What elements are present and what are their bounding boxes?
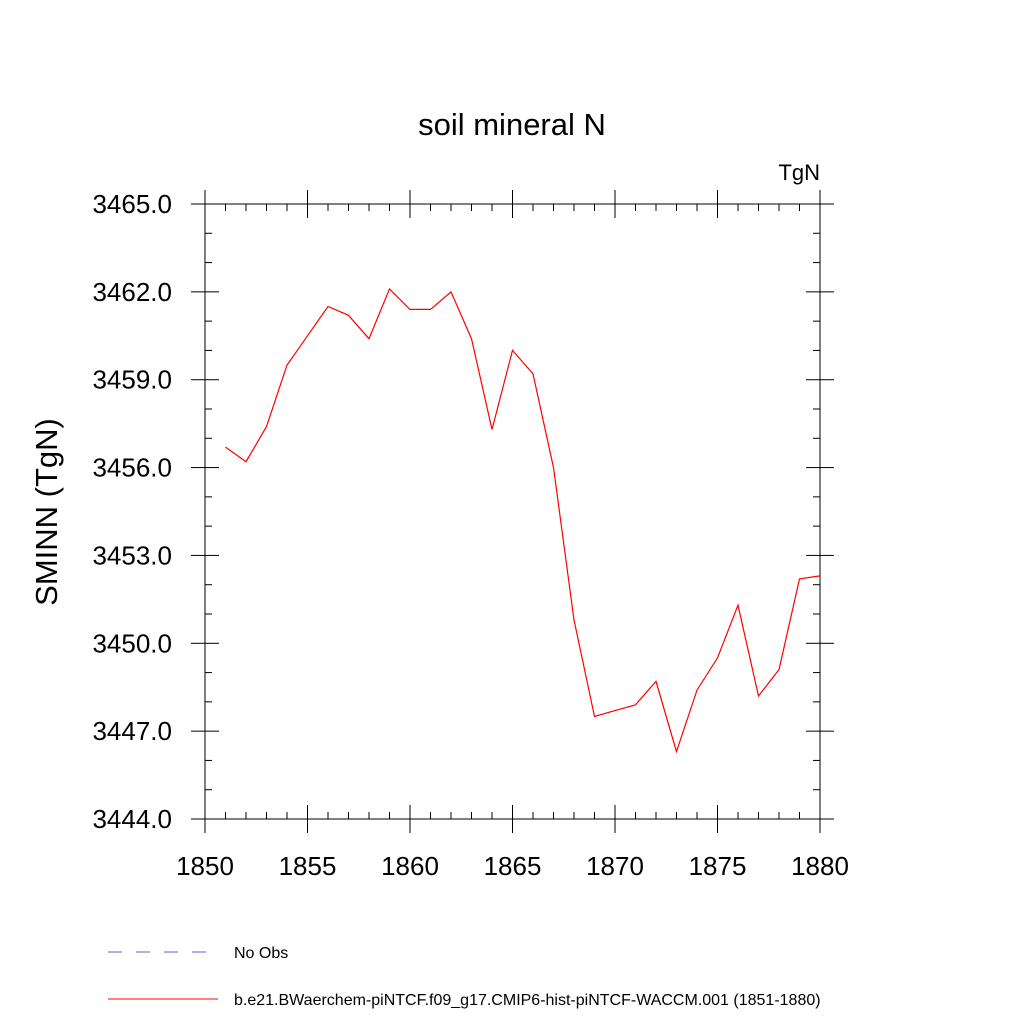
y-tick-label: 3450.0: [92, 628, 172, 658]
x-tick-label: 1875: [689, 851, 747, 881]
x-tick-label: 1850: [176, 851, 234, 881]
y-tick-label: 3453.0: [92, 540, 172, 570]
x-tick-label: 1870: [586, 851, 644, 881]
y-tick-label: 3462.0: [92, 277, 172, 307]
legend: No Obs b.e21.BWaerchem-piNTCF.f09_g17.CMI…: [108, 945, 821, 1009]
x-tick-label: 1865: [484, 851, 542, 881]
series-line: [225, 287, 821, 754]
plot-area: 1850 1855 1860 1865 1870 1875 1880 3444.0 3447.0…: [92, 189, 848, 881]
y-tick-label: 3447.0: [92, 716, 172, 746]
legend-label: b.e21.BWaerchem-piNTCF.f09_g17.CMIP6-his…: [234, 992, 821, 1009]
x-tick-label: 1880: [791, 851, 849, 881]
y-tick-label: 3459.0: [92, 365, 172, 395]
plot-frame: [204, 203, 821, 820]
y-tick-label: 3456.0: [92, 453, 172, 483]
units-label: TgN: [778, 160, 820, 185]
x-tick-label: 1860: [381, 851, 439, 881]
y-tick-label: 3465.0: [92, 189, 172, 219]
chart-title: soil mineral N: [418, 107, 606, 142]
legend-label: No Obs: [234, 945, 288, 962]
y-tick-label: 3444.0: [92, 804, 172, 834]
x-tick-label: 1855: [279, 851, 337, 881]
y-axis-label: SMINN (TgN): [29, 418, 64, 606]
